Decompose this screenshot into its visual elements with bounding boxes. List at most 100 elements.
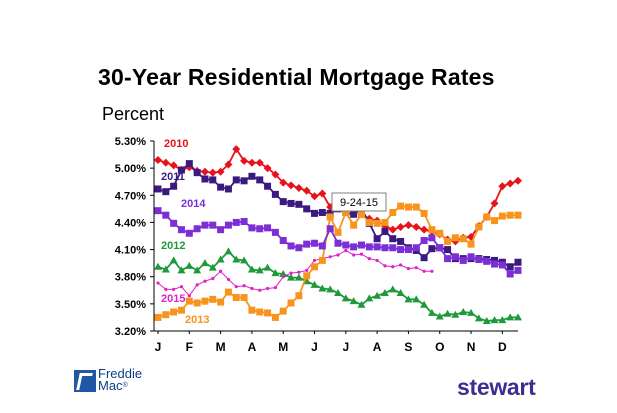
series-label-2015: 2015 [161, 293, 185, 305]
data-point-2014 [498, 261, 506, 269]
data-point-2010 [208, 168, 217, 177]
data-point-2012 [514, 313, 522, 321]
data-point-2013 [193, 299, 201, 307]
data-point-2011 [264, 182, 272, 190]
data-point-2014 [170, 219, 178, 227]
data-point-2013 [428, 226, 436, 234]
data-point-2015 [375, 258, 379, 263]
data-point-2014 [436, 244, 444, 252]
data-point-2013 [459, 235, 467, 243]
data-point-2015 [399, 263, 403, 267]
data-point-2013 [217, 298, 225, 306]
data-point-2014 [412, 244, 420, 252]
data-point-2013 [365, 218, 373, 226]
data-point-2013 [287, 299, 295, 307]
data-point-2014 [459, 256, 467, 264]
data-point-2010 [420, 225, 429, 234]
data-point-2014 [201, 221, 209, 229]
data-point-2015 [258, 288, 262, 292]
data-point-2013 [514, 211, 522, 219]
data-point-2015 [336, 253, 340, 257]
data-point-2013 [451, 234, 459, 242]
data-point-2012 [154, 262, 162, 270]
data-point-2011 [514, 258, 522, 266]
data-point-2012 [263, 263, 272, 271]
data-point-2012 [435, 312, 444, 320]
data-point-2012 [427, 308, 436, 316]
data-point-2011 [193, 169, 201, 177]
data-point-2012 [451, 310, 460, 318]
data-point-2013 [201, 297, 209, 305]
x-tick-label: M [216, 340, 226, 354]
data-point-2012 [200, 259, 209, 267]
data-point-2012 [482, 317, 491, 325]
data-point-2012 [467, 308, 476, 316]
data-point-2012 [334, 289, 342, 296]
data-point-2012 [474, 314, 483, 322]
data-point-2013 [467, 240, 475, 248]
callout-box [331, 192, 387, 212]
data-point-2010 [154, 156, 162, 164]
data-point-2013 [264, 309, 272, 317]
data-point-2012 [216, 255, 225, 263]
data-point-2010 [506, 179, 515, 188]
data-point-2011 [318, 208, 326, 216]
x-tick-label: S [404, 340, 412, 354]
x-tick-label: M [278, 340, 288, 354]
y-axis-label: Percent [102, 104, 165, 124]
data-point-2015 [344, 248, 348, 253]
series-label-2013: 2013 [185, 314, 209, 326]
data-point-2011 [444, 246, 452, 254]
data-point-2012 [232, 255, 241, 263]
data-point-2014 [444, 255, 452, 263]
data-point-2011 [256, 176, 264, 184]
data-point-2015 [414, 266, 418, 270]
data-point-2011 [162, 188, 170, 196]
data-point-2012 [443, 309, 452, 317]
data-point-2015 [406, 266, 411, 271]
data-point-2013 [483, 213, 491, 221]
data-point-2015 [179, 285, 184, 289]
data-point-2013 [318, 256, 326, 264]
callout-label: 9-24-15 [340, 197, 378, 209]
data-point-2015 [391, 265, 395, 269]
data-point-2014 [264, 224, 272, 232]
data-point-2013 [350, 221, 358, 229]
data-point-2012 [318, 284, 327, 292]
freddie-mac-wordmark: Freddie Mac® [98, 366, 143, 393]
data-point-2011 [350, 210, 358, 218]
data-point-2015 [383, 264, 387, 268]
data-point-2012 [224, 247, 233, 255]
data-point-2012 [404, 295, 413, 303]
data-point-2010 [232, 145, 241, 154]
data-point-2011 [326, 209, 334, 217]
data-point-2013 [326, 213, 334, 221]
data-point-2010 [240, 156, 249, 165]
y-tick-label: 5.30% [115, 136, 146, 148]
data-point-2012 [357, 300, 366, 308]
data-point-2014 [193, 225, 201, 233]
data-point-2013 [389, 208, 397, 216]
data-point-2013 [240, 294, 248, 302]
data-point-2011 [201, 175, 209, 183]
data-point-2013 [209, 295, 217, 303]
x-tick-label: J [311, 340, 318, 354]
data-point-2014 [342, 241, 350, 249]
data-point-2015 [203, 279, 207, 283]
data-point-2012 [498, 316, 507, 324]
data-point-2012 [365, 294, 374, 302]
data-point-2013 [412, 203, 420, 211]
data-point-2011 [381, 227, 389, 235]
data-point-2012 [193, 266, 202, 274]
data-point-2014 [224, 221, 232, 229]
data-point-2015 [234, 285, 238, 289]
data-point-2013 [224, 288, 232, 296]
data-point-2011 [303, 205, 311, 213]
data-point-2012 [373, 291, 382, 299]
data-point-2014 [506, 270, 514, 278]
data-point-2014 [451, 253, 459, 261]
data-point-2011 [170, 182, 178, 190]
data-point-2014 [271, 228, 279, 236]
data-point-2013 [177, 306, 185, 314]
data-point-2014 [334, 239, 342, 247]
